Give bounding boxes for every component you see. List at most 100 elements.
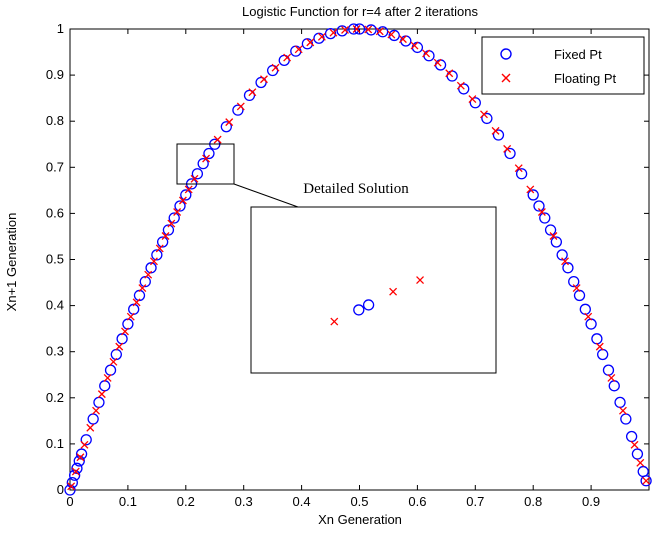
fixed-pt-marker: [220, 121, 232, 133]
floating-pt-marker: [445, 69, 454, 78]
floating-pt-marker: [433, 58, 442, 67]
x-tick-label: 0: [66, 494, 73, 509]
zoom-connector-line: [233, 183, 299, 208]
y-axis-ticks: 0 0.1 0.2 0.3 0.4 0.5 0.6 0.7 0.8 0.9 1: [46, 21, 649, 497]
fixed-pt-marker: [556, 249, 568, 261]
floating-pt-marker: [248, 88, 257, 97]
y-tick-label: 0.6: [46, 205, 64, 220]
floating-pt-marker: [97, 390, 106, 399]
y-tick-label: 0.8: [46, 113, 64, 128]
floating-pt-marker: [480, 110, 488, 119]
floating-pt-marker: [225, 118, 234, 127]
legend-fixed-label: Fixed Pt: [554, 47, 602, 62]
y-tick-label: 0.4: [46, 298, 64, 313]
y-tick-label: 0.5: [46, 252, 64, 267]
floating-pt-marker: [549, 232, 558, 240]
fixed-pt-marker: [365, 24, 377, 36]
floating-pt-marker: [132, 298, 141, 307]
floating-pt-marker: [642, 476, 651, 485]
floating-pt-marker: [468, 95, 477, 104]
x-axis-title: Xn Generation: [318, 512, 402, 527]
fixed-pt-marker: [151, 249, 163, 261]
fixed-pt-marker: [533, 200, 545, 212]
fixed-pt-marker: [353, 23, 366, 35]
x-tick-label: 0.3: [235, 494, 253, 509]
floating-pt-marker: [71, 467, 80, 476]
fixed-pt-marker: [336, 25, 348, 37]
y-tick-label: 0.3: [46, 344, 64, 359]
floating-pt-marker: [236, 102, 245, 111]
y-tick-label: 0.9: [46, 67, 64, 82]
floating-pt-marker: [503, 144, 512, 153]
floating-pt-marker: [317, 32, 326, 41]
floating-pt-marker: [329, 28, 338, 37]
floating-pt-marker: [109, 357, 118, 366]
floating-pt-marker: [537, 208, 546, 216]
fixed-pt-marker: [550, 236, 563, 248]
floating-pt-marker: [572, 284, 581, 293]
legend-floating-marker: [501, 73, 511, 83]
fixed-pt-marker: [232, 104, 244, 116]
floating-pt-marker: [526, 185, 535, 194]
fixed-pt-marker: [180, 189, 192, 201]
fixed-pt-marker: [255, 76, 267, 89]
floating-pt-marker: [271, 63, 280, 72]
y-tick-label: 0.1: [46, 436, 64, 451]
fixed-pt-marker: [481, 112, 493, 125]
fixed-pt-marker: [348, 23, 360, 35]
inset-points: [330, 276, 425, 326]
floating-pt-marker: [491, 126, 500, 135]
fixed-pt-marker: [191, 168, 204, 180]
fixed-pt-marker: [492, 129, 505, 141]
fixed-pt-marker: [174, 200, 186, 212]
zoom-source-box: [176, 143, 235, 185]
floating-pt-marker: [178, 196, 187, 205]
y-tick-label: 1: [57, 21, 64, 36]
floating-pt-marker: [387, 30, 396, 39]
floating-pt-marker: [630, 440, 639, 449]
floating-pt-marker: [138, 284, 147, 293]
floating-pt-marker: [636, 458, 645, 467]
fixed-pt-marker: [458, 83, 470, 95]
inset-title: Detailed Solution: [303, 181, 409, 197]
fixed-pt-marker: [504, 147, 516, 160]
fixed-pt-marker: [145, 262, 157, 274]
floating-pt-marker: [410, 41, 419, 50]
fixed-pt-marker: [156, 236, 169, 248]
y-tick-label: 0: [57, 482, 64, 497]
legend-floating-label: Floating Pt: [554, 71, 617, 86]
floating-pt-marker: [283, 53, 292, 62]
floating-pt-marker: [92, 406, 101, 415]
floating-pt-marker: [103, 374, 112, 382]
inset-floating-pt-marker: [330, 317, 339, 326]
x-tick-label: 0.7: [466, 494, 484, 509]
floating-pt-marker: [422, 49, 431, 58]
chart-title: Logistic Function for r=4 after 2 iterat…: [242, 4, 478, 19]
inset-floating-pt-marker: [389, 287, 398, 296]
floating-pt-marker: [561, 257, 570, 266]
fixed-pt-marker: [527, 189, 539, 201]
x-tick-label: 0.9: [582, 494, 600, 509]
floating-pt-marker: [121, 327, 129, 336]
x-tick-label: 0.1: [119, 494, 137, 509]
floating-pt-marker: [607, 374, 616, 382]
fixed-pt-marker: [388, 29, 400, 42]
y-tick-label: 0.2: [46, 390, 64, 405]
fixed-pt-marker: [168, 212, 180, 224]
floating-pt-marker: [352, 25, 361, 33]
floating-pt-marker: [161, 232, 170, 240]
floating-pt-marker: [584, 312, 593, 321]
x-tick-label: 0.5: [350, 494, 368, 509]
y-axis-title: Xn+1 Generation: [4, 213, 19, 312]
floating-pt-marker: [595, 342, 604, 351]
series-floating-pt: [67, 25, 651, 491]
floating-pt-marker: [126, 312, 135, 321]
x-tick-label: 0.6: [408, 494, 426, 509]
legend-box: [481, 36, 645, 95]
floating-pt-marker: [456, 81, 465, 90]
fixed-pt-marker: [640, 475, 652, 487]
floating-pt-marker: [167, 219, 176, 228]
fixed-pt-marker: [162, 224, 175, 236]
floating-pt-marker: [173, 208, 182, 216]
